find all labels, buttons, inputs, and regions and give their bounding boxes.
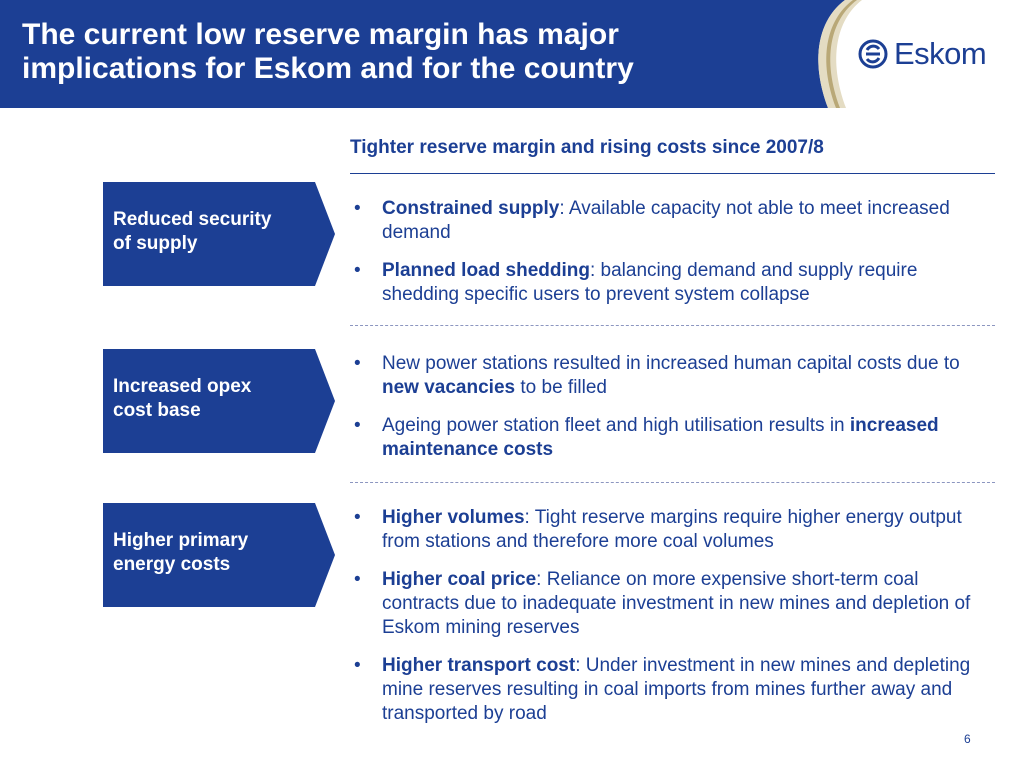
bullet-bold-text: increased maintenance costs (382, 415, 939, 460)
slide-title-line-2: implications for Eskom and for the count… (22, 52, 634, 85)
section-label-line-1: Reduced security (113, 209, 272, 230)
header-band (0, 0, 862, 108)
eskom-logo-icon (858, 39, 888, 69)
bullet-item: • New power stations resulted in increas… (350, 352, 990, 400)
bullet-text: Ageing power station fleet and high util… (382, 415, 850, 436)
eskom-logo: Eskom (858, 34, 987, 74)
bullet-item: • Planned load shedding: balancing deman… (350, 259, 990, 307)
bullet-text: : balancing demand and supply require sh… (382, 260, 918, 305)
bullet-bold-text: Higher volumes (382, 507, 525, 528)
bullet-text: to be filled (515, 377, 607, 398)
bullet-marker: • (354, 353, 361, 374)
bullet-list-reduced-security: • Constrained supply: Available capacity… (350, 197, 990, 321)
bullet-text: : Available capacity not able to meet in… (382, 198, 950, 243)
section-label: Increased opex cost base (113, 375, 313, 423)
bullet-marker: • (354, 569, 361, 590)
bullet-bold-text: Higher transport cost (382, 655, 576, 676)
bullet-item: • Ageing power station fleet and high ut… (350, 414, 990, 462)
bullet-bold-text: new vacancies (382, 377, 516, 398)
bullet-text: : Under investment in new mines and depl… (382, 655, 971, 724)
section-label: Reduced security of supply (113, 208, 313, 256)
slide-header: The current low reserve margin has major… (0, 0, 1024, 108)
bullet-list-higher-primary-energy: • Higher volumes: Tight reserve margins … (350, 506, 990, 740)
chevron-arrow-shape (103, 503, 335, 607)
section-divider (350, 482, 995, 483)
section-label-line-1: Increased opex (113, 376, 252, 397)
section-box-reduced-security: Reduced security of supply (103, 182, 335, 286)
section-label: Higher primary energy costs (113, 529, 313, 577)
section-label-line-2: energy costs (113, 554, 231, 575)
slide-title: The current low reserve margin has major… (22, 18, 802, 86)
page-number: 6 (964, 732, 971, 746)
bullet-bold-text: Planned load shedding (382, 260, 590, 281)
chevron-arrow-shape (103, 349, 335, 453)
eskom-logo-text: Eskom (894, 36, 987, 71)
section-divider (350, 325, 995, 326)
bullet-item: • Constrained supply: Available capacity… (350, 197, 990, 245)
section-label-line-1: Higher primary (113, 530, 249, 551)
bullet-marker: • (354, 655, 361, 676)
subtitle-divider (350, 173, 995, 174)
bullet-item: • Higher volumes: Tight reserve margins … (350, 506, 990, 554)
bullet-item: • Higher transport cost: Under investmen… (350, 654, 990, 726)
bullet-list-increased-opex: • New power stations resulted in increas… (350, 352, 990, 476)
slide-title-line-1: The current low reserve margin has major (22, 18, 619, 51)
bullet-text: New power stations resulted in increased… (382, 353, 960, 374)
bullet-text: : Reliance on more expensive short-term … (382, 569, 971, 638)
section-subtitle: Tighter reserve margin and rising costs … (350, 137, 824, 158)
bullet-marker: • (354, 415, 361, 436)
section-label-line-2: of supply (113, 233, 198, 254)
bullet-item: • Higher coal price: Reliance on more ex… (350, 568, 990, 640)
section-box-higher-primary-energy: Higher primary energy costs (103, 503, 335, 607)
section-label-line-2: cost base (113, 400, 201, 421)
bullet-marker: • (354, 198, 361, 219)
bullet-bold-text: Constrained supply (382, 198, 560, 219)
chevron-arrow-shape (103, 182, 335, 286)
bullet-marker: • (354, 260, 361, 281)
bullet-bold-text: Higher coal price (382, 569, 537, 590)
bullet-text: : Tight reserve margins require higher e… (382, 507, 962, 552)
bullet-marker: • (354, 507, 361, 528)
section-box-increased-opex: Increased opex cost base (103, 349, 335, 453)
